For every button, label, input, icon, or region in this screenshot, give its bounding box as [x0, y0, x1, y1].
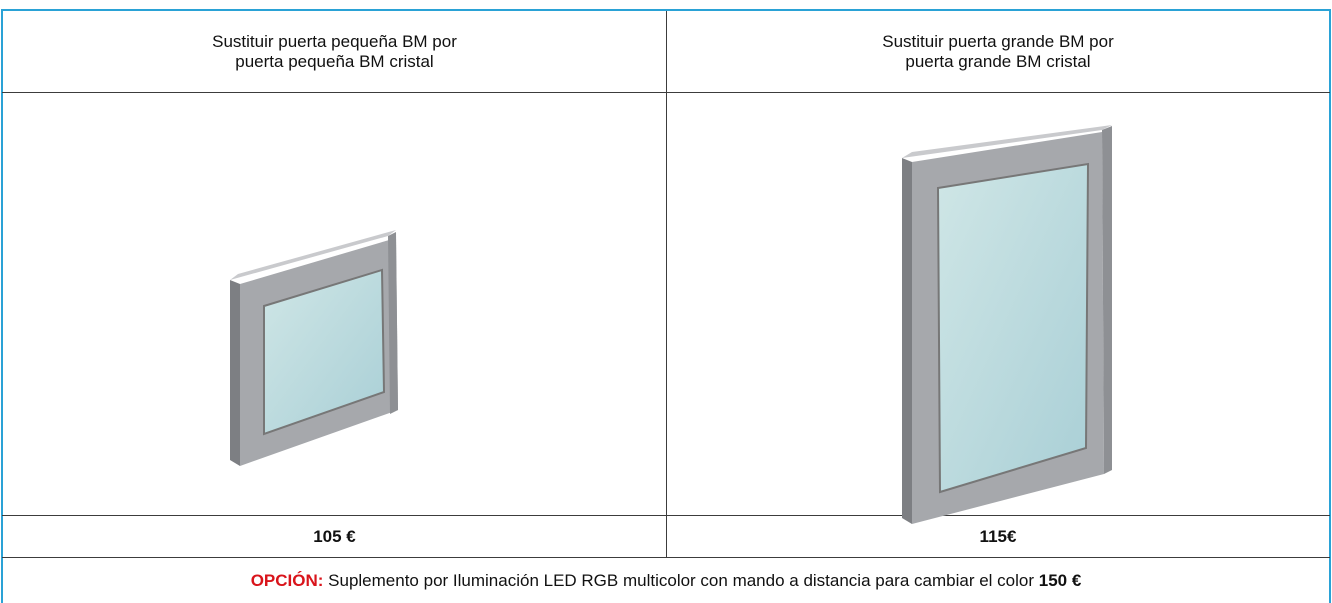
- header-rest: BM cristal: [354, 51, 434, 71]
- header-cell: Sustituir puerta grande BM por puerta gr…: [667, 11, 1329, 92]
- border: [1, 9, 3, 603]
- header-highlight: puerta pequeña: [235, 51, 355, 71]
- header-highlight: puerta grande: [905, 51, 1012, 71]
- header-rest: BM cristal: [1011, 51, 1091, 71]
- option-text: Suplemento por Iluminación LED RGB multi…: [323, 570, 1039, 590]
- price-cell: 115€: [667, 516, 1329, 557]
- option-label: OPCIÓN:: [250, 570, 324, 590]
- header-cell: Sustituir puerta pequeña BM por puerta p…: [3, 11, 666, 92]
- border: [1329, 9, 1331, 603]
- price: 115€: [979, 526, 1017, 546]
- header-line: Sustituir puerta pequeña BM por: [212, 31, 457, 51]
- border: [1, 9, 1331, 11]
- header-text: Sustituir puerta grande BM por puerta gr…: [882, 32, 1114, 72]
- price: 105 €: [313, 526, 356, 546]
- header-line: Sustituir puerta grande BM por: [882, 31, 1114, 51]
- header-text: Sustituir puerta pequeña BM por puerta p…: [212, 32, 457, 72]
- large-door: [902, 125, 1112, 524]
- small-door: [230, 230, 398, 466]
- option-cell: OPCIÓN: Suplemento por Iluminación LED R…: [3, 558, 1329, 603]
- col-line: [666, 11, 667, 557]
- option-price: 150 €: [1038, 570, 1082, 590]
- row-line: [2, 557, 1330, 558]
- price-cell: 105 €: [3, 516, 666, 557]
